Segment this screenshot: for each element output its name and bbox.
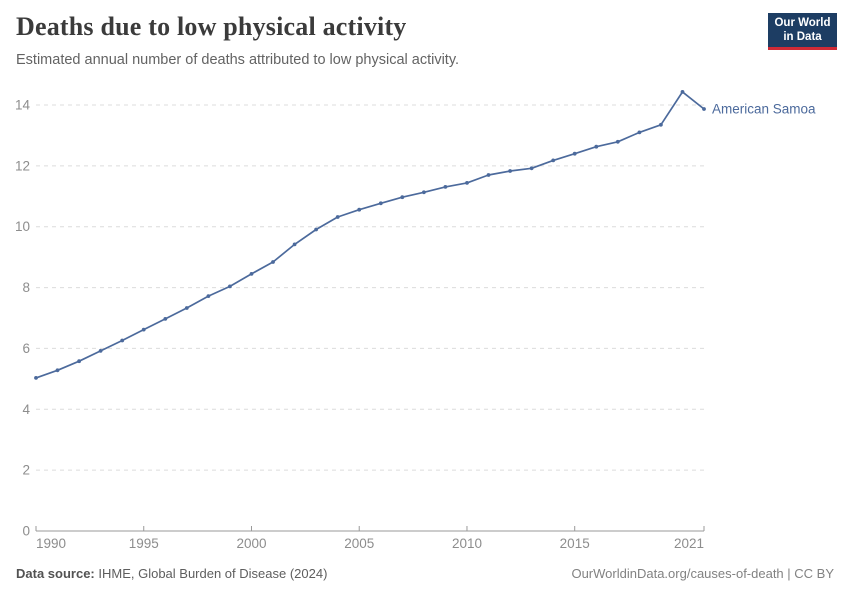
x-axis-tick-label: 2015 [560,536,590,551]
data-source-text: IHME, Global Burden of Disease (2024) [94,566,328,581]
data-point[interactable] [335,215,340,219]
data-point[interactable] [702,107,706,111]
y-axis-tick-label: 2 [22,463,30,478]
data-point[interactable] [357,207,362,212]
data-point[interactable] [637,130,642,135]
data-point[interactable] [486,173,491,177]
data-point[interactable] [77,359,81,364]
y-axis-tick-label: 4 [22,402,30,417]
page-title: Deaths due to low physical activity [16,12,407,41]
x-axis-tick-label: 2005 [344,536,374,551]
data-point[interactable] [98,349,103,353]
data-point[interactable] [422,190,426,195]
data-point[interactable] [163,317,168,321]
data-point[interactable] [400,195,405,200]
data-point[interactable] [551,158,556,163]
x-axis-tick-label: 2000 [236,536,266,551]
data-point[interactable] [615,139,620,144]
y-axis-tick-label: 0 [22,524,30,539]
entity-label[interactable]: American Samoa [712,101,816,116]
data-point[interactable] [249,272,254,276]
data-point[interactable] [314,227,318,232]
data-point[interactable] [184,306,189,310]
x-axis-tick-label: 1990 [36,536,66,551]
data-source: Data source: IHME, Global Burden of Dise… [16,566,327,581]
data-point[interactable] [443,185,448,189]
data-point[interactable] [228,284,232,289]
data-point[interactable] [594,144,599,149]
attribution-link[interactable]: OurWorldinData.org/causes-of-death | CC … [571,566,834,581]
chart-footer: Data source: IHME, Global Burden of Dise… [16,566,834,581]
data-point[interactable] [680,90,685,94]
data-point[interactable] [292,242,297,247]
data-point[interactable] [378,201,383,206]
y-axis-tick-label: 14 [15,98,31,113]
owid-logo-line1: Our World [774,17,831,29]
x-axis-tick-label: 1995 [129,536,159,551]
series-line[interactable] [35,91,705,379]
owid-logo-line2: in Data [783,31,822,43]
owid-logo[interactable]: Our World in Data [768,13,837,50]
data-point[interactable] [529,166,534,171]
data-point[interactable] [271,260,275,264]
y-axis-tick-label: 12 [15,158,30,173]
data-point[interactable] [659,122,663,127]
data-point[interactable] [55,368,60,373]
chart-subtitle: Estimated annual number of deaths attrib… [16,52,460,68]
data-source-label: Data source: [16,566,95,581]
y-axis-tick-label: 6 [22,341,30,356]
y-axis-tick-label: 8 [22,280,30,295]
y-axis-tick-label: 10 [15,219,30,234]
x-axis-tick-label: 2021 [674,536,704,551]
data-point[interactable] [120,338,125,343]
data-point[interactable] [572,151,577,156]
data-point[interactable] [34,376,38,380]
data-point[interactable] [508,169,512,173]
data-point[interactable] [141,327,146,332]
data-point[interactable] [206,294,211,298]
data-point[interactable] [465,181,469,185]
x-axis-tick-label: 2010 [452,536,482,551]
